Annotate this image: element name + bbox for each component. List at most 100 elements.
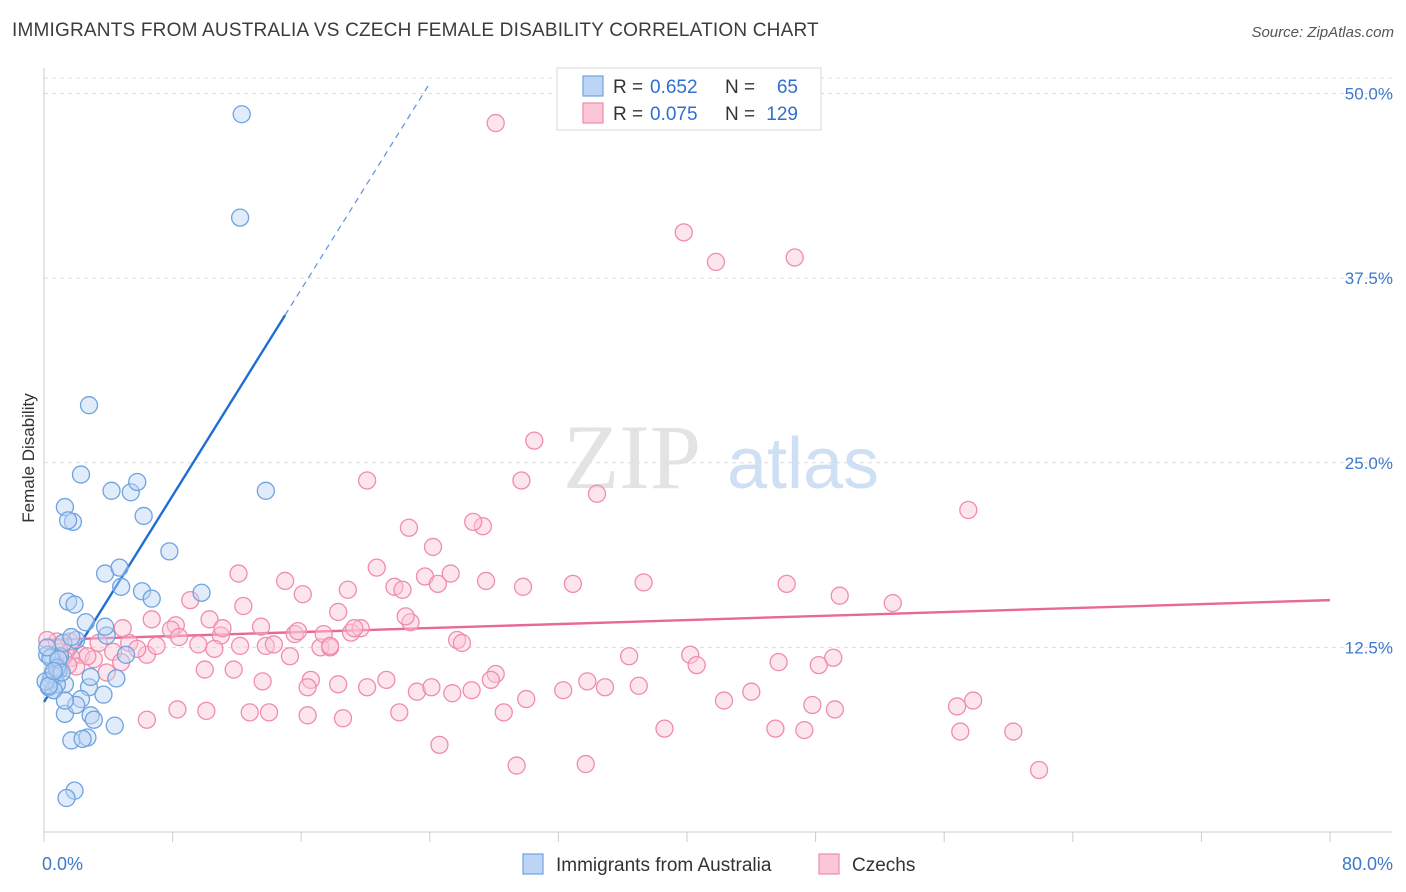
point-australia-31 xyxy=(81,667,100,687)
point-czechs-94 xyxy=(714,691,734,710)
point-czechs-62 xyxy=(205,639,224,659)
point-czechs-3 xyxy=(785,248,804,267)
point-australia-44 xyxy=(94,685,113,704)
watermark: ZIP atlas xyxy=(563,406,879,508)
watermark-zip: ZIP xyxy=(563,406,701,508)
y-tick-label-1: 25.0% xyxy=(1345,454,1393,473)
point-czechs-106 xyxy=(137,710,157,729)
point-czechs-58 xyxy=(128,639,147,659)
point-czechs-60 xyxy=(169,627,189,647)
point-czechs-40 xyxy=(329,602,348,622)
point-czechs-9 xyxy=(473,517,492,536)
stats-legend: R = 0.652 N = 65 R = 0.075 N = 129 xyxy=(556,67,822,131)
x-tick-label-1: 80.0% xyxy=(1342,854,1393,874)
point-czechs-103 xyxy=(422,678,441,697)
point-australia-7 xyxy=(102,481,121,500)
point-czechs-81 xyxy=(824,648,843,667)
series-legend-label-czechs: Czechs xyxy=(852,855,915,876)
point-australia-1 xyxy=(230,208,250,227)
y-tick-label-3: 50.0% xyxy=(1345,85,1393,104)
point-australia-51 xyxy=(84,710,103,729)
point-czechs-47 xyxy=(113,619,132,638)
point-czechs-17 xyxy=(229,564,248,583)
point-czechs-115 xyxy=(507,756,526,775)
legend-r-label-2: R = xyxy=(613,104,643,125)
point-czechs-114 xyxy=(430,735,449,755)
point-czechs-19 xyxy=(293,585,312,604)
legend-r-value-1: 0.652 xyxy=(650,77,698,98)
point-australia-9 xyxy=(134,506,153,526)
chart-title: IMMIGRANTS FROM AUSTRALIA VS CZECH FEMAL… xyxy=(12,20,819,41)
legend-n-label-1: N = xyxy=(725,77,755,98)
point-australia-64 xyxy=(44,661,63,681)
point-czechs-120 xyxy=(951,722,970,741)
point-czechs-64 xyxy=(230,636,250,656)
point-czechs-90 xyxy=(517,689,536,709)
point-czechs-75 xyxy=(578,672,597,691)
point-czechs-86 xyxy=(377,670,396,690)
point-czechs-34 xyxy=(234,596,253,616)
point-czechs-23 xyxy=(428,574,447,594)
point-czechs-110 xyxy=(259,703,279,722)
point-australia-18 xyxy=(65,595,84,614)
legend-r-label-1: R = xyxy=(613,77,643,98)
point-australia-23 xyxy=(142,589,161,608)
point-czechs-126 xyxy=(280,647,300,666)
point-czechs-77 xyxy=(681,645,700,664)
legend-swatch-australia xyxy=(582,75,604,97)
source-label: Source: ZipAtlas.com xyxy=(1251,24,1394,41)
point-czechs-15 xyxy=(563,574,583,594)
point-australia-32 xyxy=(71,689,91,709)
point-czechs-117 xyxy=(655,719,674,738)
point-czechs-18 xyxy=(275,571,295,591)
point-czechs-8 xyxy=(399,518,419,537)
point-czechs-28 xyxy=(830,586,849,605)
point-australia-21 xyxy=(95,617,115,636)
data-points xyxy=(36,105,1049,808)
point-czechs-95 xyxy=(742,682,761,701)
point-czechs-24 xyxy=(476,571,496,591)
point-czechs-36 xyxy=(285,624,304,644)
point-czechs-82 xyxy=(224,660,243,679)
point-czechs-111 xyxy=(298,706,317,725)
point-czechs-98 xyxy=(947,697,967,716)
point-czechs-99 xyxy=(963,691,983,710)
point-czechs-112 xyxy=(333,709,353,728)
point-czechs-51 xyxy=(78,647,97,666)
legend-n-value-2: 129 xyxy=(766,104,798,125)
point-czechs-22 xyxy=(393,580,412,599)
point-australia-46 xyxy=(55,691,75,710)
point-australia-57 xyxy=(116,645,136,664)
point-australia-13 xyxy=(256,481,275,500)
point-czechs-63 xyxy=(213,619,232,638)
point-australia-52 xyxy=(105,716,124,735)
point-czechs-105 xyxy=(494,703,513,722)
point-australia-15 xyxy=(110,558,129,577)
point-australia-55 xyxy=(73,729,92,749)
point-czechs-78 xyxy=(687,655,706,675)
point-czechs-92 xyxy=(595,678,615,697)
point-czechs-59 xyxy=(147,636,166,656)
point-australia-63 xyxy=(57,788,76,808)
point-czechs-25 xyxy=(513,577,533,596)
watermark-atlas: atlas xyxy=(727,424,879,504)
point-czechs-71 xyxy=(396,607,415,626)
y-tick-label-2: 37.5% xyxy=(1345,269,1393,288)
point-czechs-4 xyxy=(525,431,544,450)
point-czechs-93 xyxy=(629,676,648,695)
point-australia-6 xyxy=(58,511,78,530)
series-legend-label-australia: Immigrants from Australia xyxy=(556,855,772,876)
point-czechs-6 xyxy=(512,471,531,490)
legend-swatch-czechs xyxy=(582,102,604,124)
point-czechs-101 xyxy=(298,678,317,697)
point-czechs-26 xyxy=(634,573,653,592)
legend-n-label-2: N = xyxy=(725,104,755,125)
point-czechs-1 xyxy=(674,223,693,242)
point-czechs-113 xyxy=(390,703,409,722)
point-czechs-74 xyxy=(486,664,505,684)
series-legend-swatch-czechs xyxy=(818,853,840,875)
point-czechs-118 xyxy=(766,719,785,738)
legend-n-value-1: 65 xyxy=(777,77,798,98)
point-czechs-67 xyxy=(288,621,308,641)
